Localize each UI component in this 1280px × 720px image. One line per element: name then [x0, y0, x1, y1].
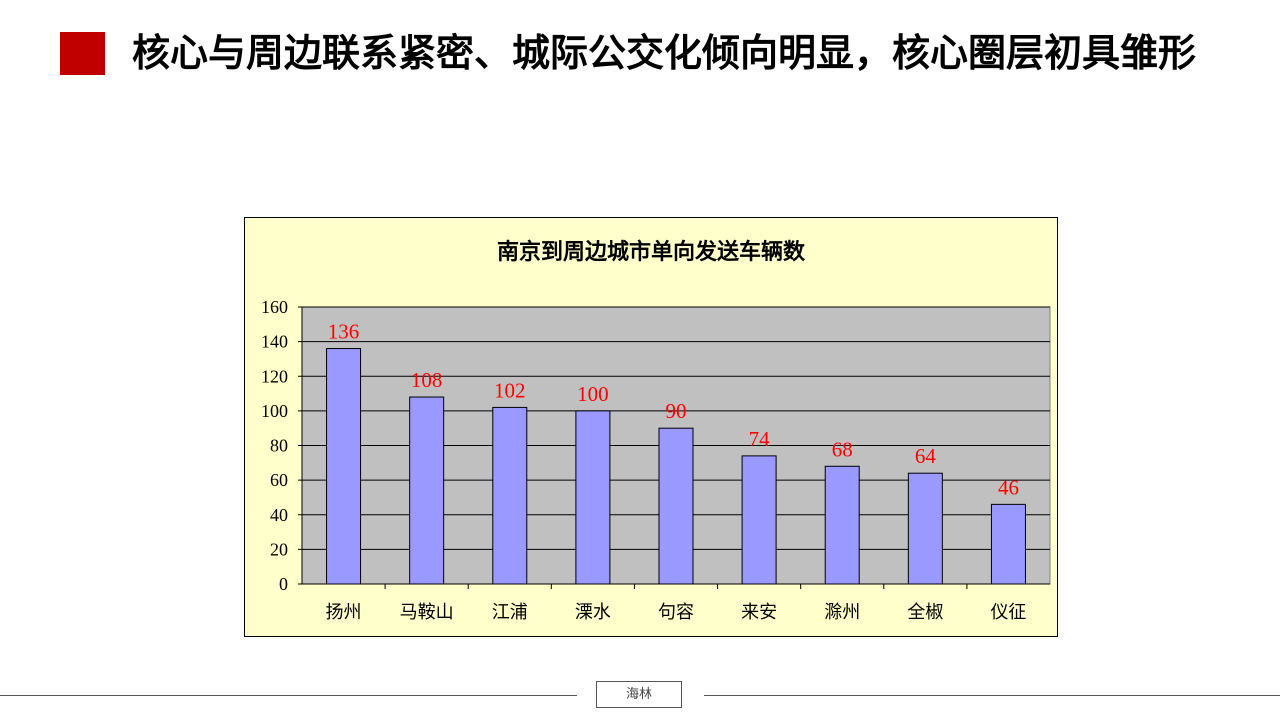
bar	[409, 396, 445, 585]
bar	[492, 406, 528, 585]
y-tick-label: 40	[270, 505, 288, 525]
x-tick-label: 全椒	[907, 602, 943, 622]
data-label: 90	[666, 399, 687, 423]
footer-divider-left	[0, 695, 577, 696]
data-label: 74	[749, 427, 771, 451]
y-tick-label: 140	[261, 332, 288, 352]
bar	[741, 455, 777, 585]
x-tick-label: 扬州	[326, 602, 362, 622]
x-tick-label: 马鞍山	[400, 602, 454, 622]
y-tick-label: 160	[261, 297, 288, 317]
bar	[658, 427, 694, 585]
data-label: 108	[411, 368, 443, 392]
bar	[907, 472, 943, 585]
x-tick-label: 来安	[741, 602, 777, 622]
title-accent-square	[60, 32, 105, 75]
bar	[824, 465, 860, 585]
data-label: 46	[998, 475, 1019, 499]
data-label: 100	[577, 382, 609, 406]
chart: 南京到周边城市单向发送车辆数 0 20 40 60 80 100 120 140 160 136 扬…	[244, 217, 1058, 637]
y-tick-label: 20	[270, 539, 288, 559]
footer-label: 海林	[596, 681, 682, 708]
bar	[326, 348, 362, 585]
chart-svg: 0 20 40 60 80 100 120 140 160 136 扬州 108 马鞍山 102 江浦 100…	[261, 297, 1051, 622]
bar	[990, 503, 1026, 585]
y-tick-label: 80	[270, 436, 288, 456]
x-tick-label: 江浦	[492, 602, 528, 622]
y-tick-label: 60	[270, 470, 288, 490]
x-tick-label: 溧水	[575, 602, 611, 622]
page-title: 核心与周边联系紧密、城际公交化倾向明显，核心圈层初具雏形	[132, 31, 1197, 75]
data-label: 64	[915, 444, 937, 468]
x-tick-label: 滁州	[824, 602, 860, 622]
y-tick-label: 100	[261, 401, 288, 421]
y-tick-label: 0	[279, 574, 288, 594]
data-label: 102	[494, 378, 526, 402]
y-tick-label: 120	[261, 366, 288, 386]
data-label: 136	[328, 320, 360, 344]
bar	[575, 410, 611, 585]
data-label: 68	[832, 437, 853, 461]
x-tick-label: 仪征	[990, 602, 1026, 622]
x-tick-label: 句容	[658, 602, 694, 622]
footer-divider-right	[704, 695, 1280, 696]
chart-title: 南京到周边城市单向发送车辆数	[496, 239, 805, 265]
